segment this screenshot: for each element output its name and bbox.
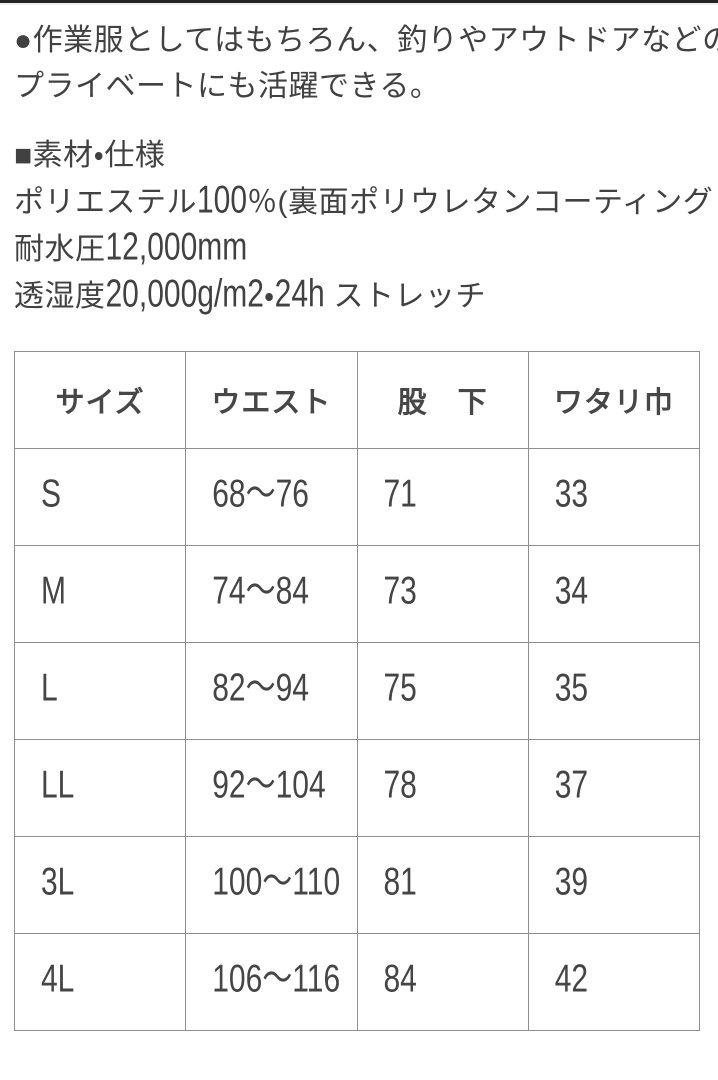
cell-waist: 100～110 (185, 836, 358, 934)
intro-line-1: ●作業服としてはもちろん、釣りやアウトドアなどの (14, 24, 718, 57)
cell-size: M (13, 545, 187, 643)
breathability-value: 20,000g/m2 (105, 272, 264, 316)
cell-waist: 82～94 (185, 642, 358, 740)
cell-thigh-width: 34 (527, 545, 701, 643)
breathability-value-2: 24h (274, 272, 325, 316)
col-header-inseam: 股 下 (356, 351, 529, 449)
spec-line-material: ポリエステル100％(裏面ポリウレタンコーティング (14, 178, 713, 226)
waterproof-label: 耐水圧 (14, 233, 106, 266)
cell-inseam: 73 (356, 545, 529, 643)
cell-thigh-width: 33 (527, 448, 701, 546)
breathability-suffix: ストレッチ (324, 280, 487, 313)
col-header-thigh-width: ワタリ巾 (527, 351, 701, 449)
size-row-4l: 4L 106～116 84 42 (13, 933, 701, 1031)
cell-size: 3L (13, 836, 187, 934)
specs-heading: ■素材・仕様 (14, 139, 166, 172)
cell-inseam: 81 (356, 836, 529, 934)
intro-line-2: プライベートにも活躍できる。 (14, 70, 441, 103)
col-header-size: サイズ (13, 351, 187, 449)
cell-size: S (13, 448, 187, 546)
size-row-l: L 82～94 75 35 (13, 642, 701, 740)
cell-thigh-width: 35 (527, 642, 701, 740)
cell-thigh-width: 39 (527, 836, 701, 934)
cell-waist: 106～116 (185, 933, 358, 1031)
material-spec-section: ■素材・仕様 ポリエステル100％(裏面ポリウレタンコーティング 耐水圧12,0… (14, 132, 713, 320)
cell-waist: 74～84 (185, 545, 358, 643)
size-row-ll: LL 92～104 78 37 (13, 739, 701, 837)
material-suffix: ％(裏面ポリウレタンコーティング (247, 186, 714, 219)
cell-thigh-width: 42 (527, 933, 701, 1031)
cell-inseam: 84 (356, 933, 529, 1031)
material-value: 100 (197, 178, 248, 222)
cell-thigh-width: 37 (527, 739, 701, 837)
product-description-section: ●作業服としてはもちろん、釣りやアウトドアなどの プライベートにも活躍できる。 … (0, 18, 718, 1031)
top-divider (0, 0, 718, 3)
cell-size: LL (13, 739, 187, 837)
material-label: ポリエステル (14, 186, 197, 219)
size-row-3l: 3L 100～110 81 39 (13, 836, 701, 934)
waterproof-value: 12,000mm (105, 225, 248, 269)
middle-dot: ・ (263, 280, 275, 313)
top-divider-shadow (0, 3, 718, 5)
cell-inseam: 78 (356, 739, 529, 837)
cell-inseam: 75 (356, 642, 529, 740)
col-header-waist: ウエスト (185, 351, 358, 449)
cell-size: L (13, 642, 187, 740)
cell-waist: 92～104 (185, 739, 358, 837)
breathability-label: 透湿度 (14, 280, 106, 313)
cell-size: 4L (13, 933, 187, 1031)
intro-paragraph: ●作業服としてはもちろん、釣りやアウトドアなどの プライベートにも活躍できる。 (14, 18, 718, 110)
spec-line-breathability: 透湿度20,000g/m2・24h ストレッチ (14, 273, 702, 320)
size-table-header-row: サイズ ウエスト 股 下 ワタリ巾 (13, 351, 701, 449)
cell-inseam: 71 (356, 448, 529, 546)
spec-line-waterproof: 耐水圧12,000mm (14, 226, 702, 273)
cell-waist: 68～76 (185, 448, 358, 546)
size-row-m: M 74～84 73 34 (13, 545, 701, 643)
size-chart-table: サイズ ウエスト 股 下 ワタリ巾 S 68～76 71 33 M 74～84 … (13, 351, 701, 1031)
size-row-s: S 68～76 71 33 (13, 448, 701, 546)
